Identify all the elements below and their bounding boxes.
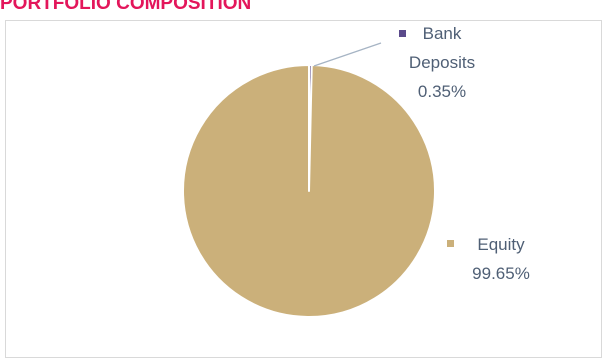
equity-value-label: 99.65% [472,264,530,283]
bank-deposits-swatch [399,30,406,37]
pie-slices [182,64,436,318]
legend-label-equity: Equity 99.65% [447,235,530,283]
bank-deposits-name-line2: Deposits [409,53,475,72]
equity-name-label: Equity [477,235,525,254]
bank-deposits-leader-line [313,42,382,67]
equity-swatch [447,240,454,247]
chart-title: PORTFOLIO COMPOSITION [0,0,252,14]
pie-chart: Bank Deposits 0.35% Equity 99.65% [182,24,530,318]
bank-deposits-name-line1: Bank [423,24,462,43]
chart-area: Bank Deposits 0.35% Equity 99.65% [5,20,602,358]
legend-label-bank-deposits: Bank Deposits 0.35% [399,24,475,101]
pie-slice-equity [182,64,436,318]
bank-deposits-value-label: 0.35% [418,82,466,101]
